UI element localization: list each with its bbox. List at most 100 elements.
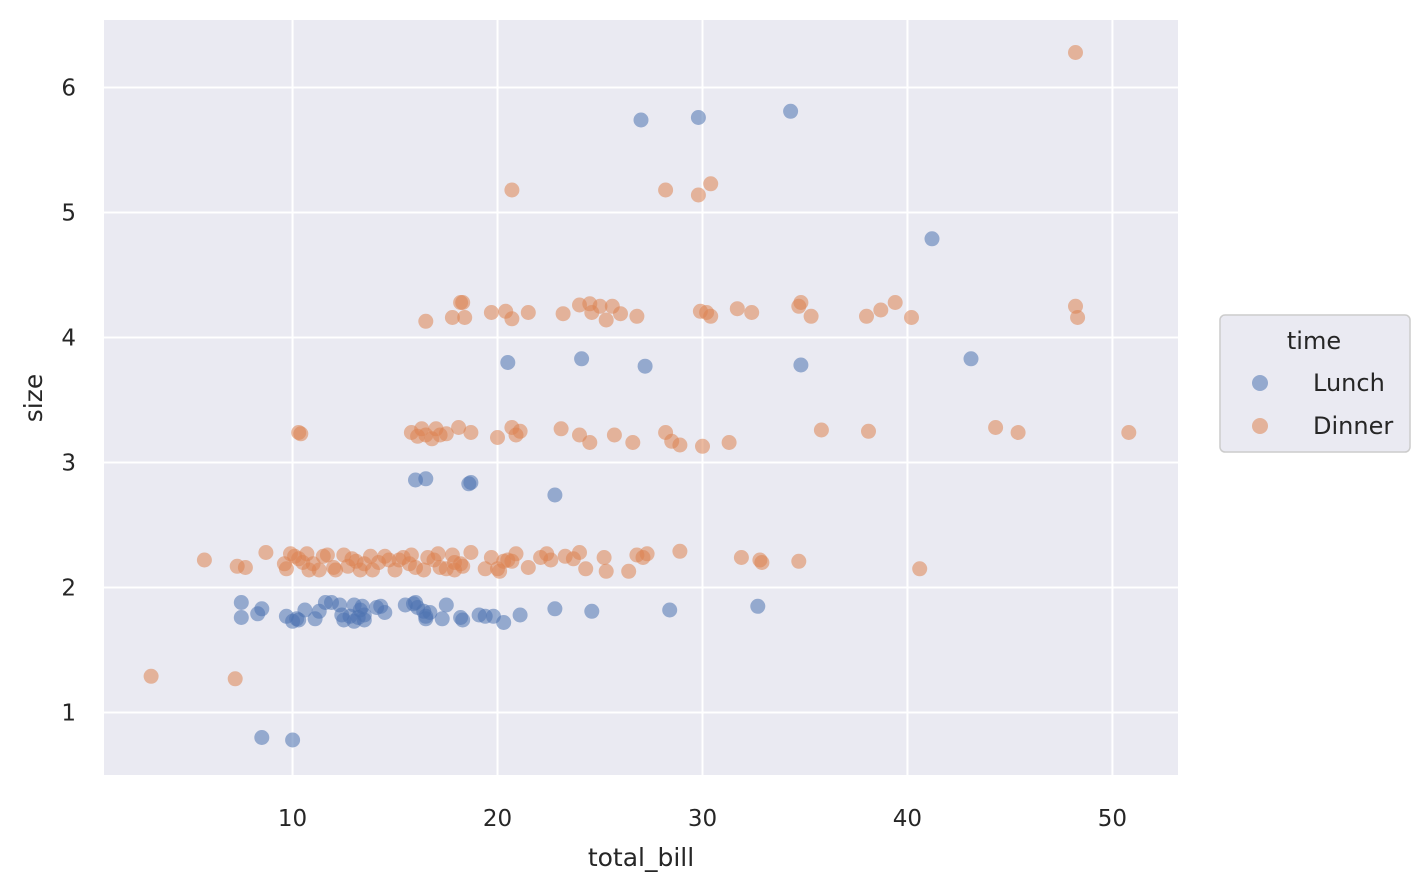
point-dinner [553, 421, 569, 437]
x-tick-label: 20 [483, 806, 512, 832]
point-dinner [793, 295, 809, 310]
point-dinner [861, 423, 876, 439]
point-lunch [233, 610, 249, 625]
point-dinner [196, 552, 212, 568]
point-dinner [813, 422, 829, 438]
point-dinner [430, 546, 446, 562]
y-tick-label: 6 [61, 76, 76, 102]
point-dinner [227, 671, 243, 687]
point-dinner [328, 562, 344, 578]
y-axis-label: size [19, 374, 48, 422]
point-dinner [504, 311, 520, 327]
point-dinner [572, 545, 587, 560]
point-dinner [237, 560, 253, 575]
point-dinner [690, 187, 706, 203]
point-dinner [463, 425, 479, 440]
point-dinner [754, 555, 770, 570]
point-dinner [457, 310, 473, 325]
point-dinner [418, 313, 434, 329]
point-dinner [512, 423, 528, 439]
point-dinner [695, 438, 710, 454]
point-lunch [455, 612, 471, 628]
point-lunch [356, 612, 372, 628]
point-dinner [1068, 45, 1083, 60]
point-dinner [311, 562, 327, 578]
legend-title: time [1287, 327, 1341, 355]
y-tick-label: 2 [61, 576, 76, 602]
point-dinner [438, 426, 454, 442]
point-dinner [729, 301, 745, 317]
point-lunch [512, 607, 528, 623]
point-dinner [629, 308, 645, 324]
point-dinner [703, 308, 719, 324]
point-dinner [606, 427, 622, 443]
point-dinner [258, 545, 274, 560]
point-dinner [873, 302, 889, 318]
legend-marker-lunch [1252, 375, 1268, 391]
point-lunch [285, 732, 301, 748]
point-lunch [547, 601, 563, 617]
grid [104, 20, 1178, 775]
point-dinner [621, 563, 637, 579]
point-dinner [1068, 298, 1083, 314]
point-dinner [508, 546, 524, 562]
point-dinner [477, 561, 493, 577]
point-lunch [254, 601, 270, 617]
point-dinner [598, 312, 614, 328]
plot-background [104, 20, 1178, 775]
point-dinner [791, 553, 807, 569]
point-dinner [455, 295, 471, 310]
point-lunch [924, 231, 940, 247]
point-dinner [504, 182, 520, 198]
point-lunch [377, 605, 393, 620]
point-dinner [904, 310, 919, 325]
y-tick-label: 1 [61, 701, 76, 727]
point-dinner [582, 435, 598, 450]
point-dinner [1070, 310, 1086, 325]
point-dinner [1121, 425, 1137, 440]
point-dinner [744, 305, 760, 320]
point-dinner [555, 306, 571, 322]
point-dinner [483, 305, 499, 320]
point-lunch [496, 615, 512, 630]
x-tick-label: 40 [893, 806, 922, 832]
point-lunch [463, 475, 479, 490]
x-tick-label: 50 [1098, 806, 1127, 832]
point-dinner [403, 547, 419, 563]
point-dinner [672, 437, 688, 453]
y-tick-label: 4 [61, 326, 76, 352]
point-dinner [451, 420, 467, 435]
point-dinner [490, 430, 505, 445]
point-dinner [293, 426, 309, 442]
point-dinner [703, 176, 719, 192]
x-tick-label: 30 [688, 806, 717, 832]
data-points [143, 45, 1137, 748]
point-dinner [572, 427, 587, 443]
point-dinner [143, 668, 159, 684]
point-lunch [783, 103, 799, 119]
legend-label-lunch: Lunch [1313, 369, 1385, 397]
point-dinner [543, 552, 559, 568]
y-tick-labels: 1 2 3 4 5 6 [61, 76, 76, 727]
point-dinner [721, 435, 737, 450]
point-dinner [578, 561, 594, 577]
point-lunch [254, 730, 270, 745]
point-lunch [438, 597, 454, 613]
x-axis-label: total_bill [588, 843, 694, 872]
point-dinner [278, 561, 294, 577]
y-tick-label: 5 [61, 201, 76, 227]
point-dinner [444, 310, 460, 325]
point-lunch [750, 598, 766, 614]
point-lunch [793, 357, 809, 373]
point-dinner [859, 308, 874, 324]
point-lunch [233, 595, 249, 610]
point-lunch [422, 605, 438, 620]
point-lunch [690, 110, 706, 125]
point-dinner [658, 182, 674, 198]
point-lunch [662, 602, 678, 618]
legend-label-dinner: Dinner [1313, 412, 1393, 440]
point-dinner [596, 550, 612, 565]
point-lunch [574, 351, 590, 367]
point-dinner [988, 420, 1004, 435]
